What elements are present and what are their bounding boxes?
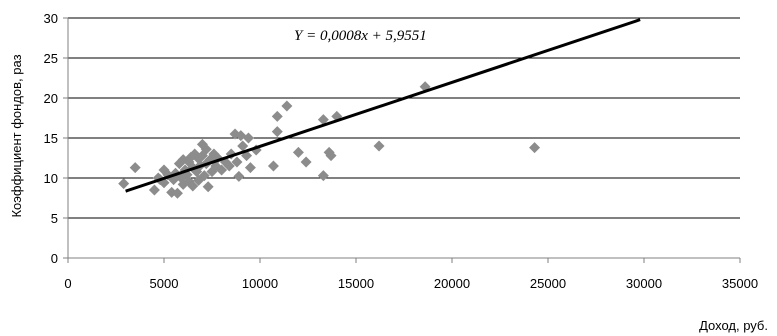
axis-layer [63,17,741,263]
data-point [242,132,254,144]
data-point [292,146,304,158]
data-point [198,170,210,182]
data-point [325,150,337,162]
data-point [267,160,279,172]
data-point [373,140,385,152]
data-point [244,162,256,174]
x-tick-label: 35000 [722,276,758,291]
data-point [281,100,293,112]
y-tick-label: 30 [44,11,58,26]
x-tick-label: 5000 [150,276,179,291]
grid-layer [68,17,740,219]
y-tick-label: 25 [44,51,58,66]
x-axis-label: Доход, руб. [699,318,768,333]
data-point [317,170,329,182]
data-point [300,156,312,168]
data-point [171,187,183,199]
data-point [317,114,329,126]
y-axis-label: Коэффициент фондов, раз [9,54,24,217]
y-tick-label: 0 [51,251,58,266]
y-tick-label: 20 [44,91,58,106]
data-point [529,142,541,154]
x-tick-label: 15000 [338,276,374,291]
y-tick-label: 10 [44,171,58,186]
data-point [216,164,228,176]
data-point [187,180,199,192]
data-point [129,162,141,174]
data-point [202,181,214,193]
y-tick-label: 5 [51,211,58,226]
x-tick-label: 25000 [530,276,566,291]
data-point [148,184,160,196]
x-tick-label: 20000 [434,276,470,291]
data-point [271,110,283,122]
data-point [231,156,243,168]
trendline [125,18,641,193]
data-point [200,143,212,155]
data-point [223,160,235,172]
data-point [237,140,249,152]
tick-label-layer: 0 5 10 15 20 25 30 0 5000 10000 15000 20000 25000 300… [44,11,759,291]
x-tick-label: 0 [64,276,71,291]
x-tick-label: 30000 [626,276,662,291]
y-tick-label: 15 [44,131,58,146]
data-points-layer [118,81,541,199]
trendline-layer [125,18,641,193]
x-tick-label: 10000 [242,276,278,291]
data-point [118,178,130,190]
data-point [271,126,283,138]
data-point [233,170,245,182]
trendline-equation: Y = 0,0008x + 5,9551 [294,28,427,44]
